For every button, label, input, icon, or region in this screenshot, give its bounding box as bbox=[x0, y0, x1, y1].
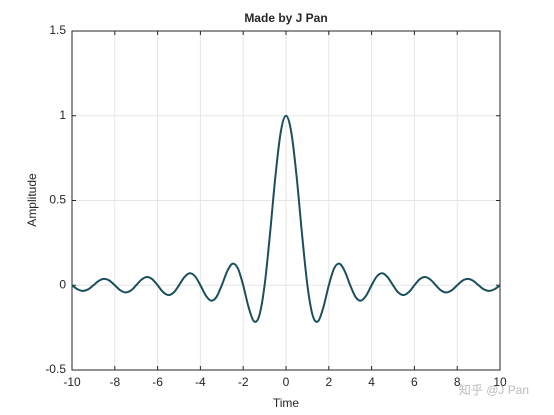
y-tick-label: 0 bbox=[59, 277, 66, 291]
x-tick-label: -8 bbox=[109, 375, 120, 389]
x-tick-label: 6 bbox=[411, 375, 418, 389]
x-tick-label: -10 bbox=[63, 375, 81, 389]
data-line bbox=[71, 114, 501, 323]
chart-title: Made by J Pan bbox=[244, 11, 327, 25]
y-tick-label: -0.5 bbox=[45, 362, 66, 376]
x-tick-label: -4 bbox=[195, 375, 206, 389]
y-tick-label: 1 bbox=[59, 108, 66, 122]
x-axis-label: Time bbox=[273, 396, 300, 410]
x-tick-label: 4 bbox=[368, 375, 375, 389]
x-tick-label: -2 bbox=[238, 375, 249, 389]
x-tick-label: 10 bbox=[493, 375, 507, 389]
y-axis-label: Amplitude bbox=[25, 173, 39, 227]
axes-box bbox=[71, 30, 501, 371]
y-tick-label: 0.5 bbox=[49, 193, 66, 207]
x-tick-label: -6 bbox=[152, 375, 163, 389]
x-tick-label: 2 bbox=[325, 375, 332, 389]
y-tick-label: 1.5 bbox=[49, 23, 66, 37]
x-tick-label: 8 bbox=[454, 375, 461, 389]
watermark: 知乎 @J Pan bbox=[459, 383, 529, 397]
x-tick-label: 0 bbox=[283, 375, 290, 389]
